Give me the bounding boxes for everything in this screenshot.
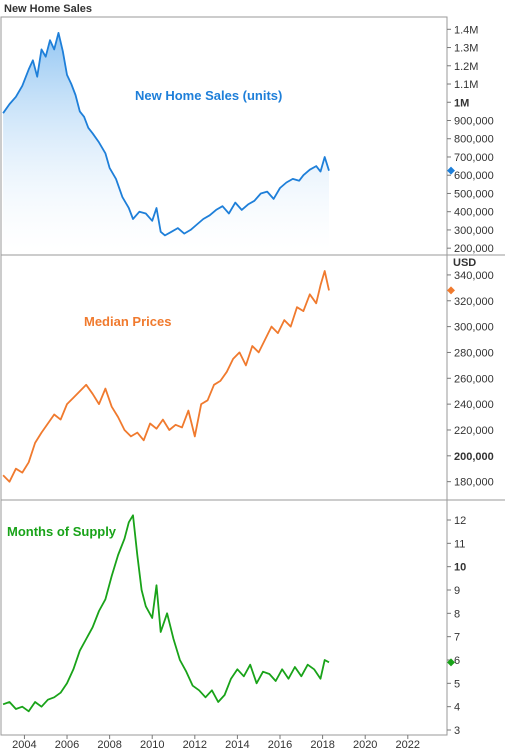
x-tick-label: 2022 (396, 739, 420, 751)
y-tick-label: 7 (454, 632, 460, 644)
y-tick-label: 240,000 (454, 399, 494, 411)
x-tick-label: 2020 (353, 739, 377, 751)
x-axis: 2004 2006 2008 2010 2012 2014 2016 2018 2020 2022 (12, 735, 420, 751)
y-tick-label: 180,000 (454, 477, 494, 489)
y-tick-label: 320,000 (454, 296, 494, 308)
x-tick-label: 2004 (12, 739, 36, 751)
y-tick-label: 800,000 (454, 134, 494, 146)
y-tick-label: 1.2M (454, 61, 478, 73)
panel-3: 12 11 10 9 8 7 6 5 4 3 Months of Supply (2, 514, 466, 737)
y-tick-label: 300,000 (454, 225, 494, 237)
y-tick-label: 9 (454, 585, 460, 597)
x-tick-label: 2010 (140, 739, 164, 751)
y-tick-label: 220,000 (454, 425, 494, 437)
y-tick-label: 6 (454, 655, 460, 667)
plot-frame (0, 16, 448, 736)
y-tick-label: 500,000 (454, 188, 494, 200)
last-value-marker (447, 286, 455, 295)
series-line (2, 514, 330, 713)
series-annotation: Months of Supply (7, 524, 117, 539)
y-tick-label: 11 (454, 538, 465, 550)
y-tick-label: 1M (454, 97, 469, 109)
x-tick-label: 2006 (55, 739, 79, 751)
panel-2: 340,000 320,000 300,000 280,000 260,000 240,0… (2, 257, 494, 489)
x-tick-label: 2018 (310, 739, 334, 751)
y-tick-label: 300,000 (454, 322, 494, 334)
y-tick-label: 340,000 (454, 270, 494, 282)
y-tick-label: 5 (454, 678, 460, 690)
y-tick-label: 400,000 (454, 207, 494, 219)
y-tick-label: 8 (454, 608, 460, 620)
y-tick-label: 1.1M (454, 79, 478, 91)
x-tick-label: 2016 (268, 739, 292, 751)
y-tick-label: 280,000 (454, 347, 494, 359)
x-tick-label: 2014 (225, 739, 249, 751)
x-tick-label: 2008 (97, 739, 121, 751)
y-tick-label: 12 (454, 515, 466, 527)
last-value-marker (447, 166, 455, 175)
chart-panels: 1.4M 1.3M 1.2M 1.1M 1M 900,000 800,000 700,000 6… (2, 24, 494, 737)
x-tick-label: 2012 (183, 739, 207, 751)
y-tick-label: 10 (454, 562, 466, 574)
last-value-marker (447, 658, 455, 667)
series-line (2, 32, 330, 237)
y-tick-label: 1.3M (454, 43, 478, 55)
y-tick-label: 900,000 (454, 115, 494, 127)
series-annotation: Median Prices (84, 314, 171, 329)
panel-frames (0, 16, 505, 736)
unit-label: USD (453, 257, 476, 269)
series-area (3, 32, 329, 251)
y-tick-label: 1.4M (454, 24, 478, 36)
y-tick-label: 4 (454, 702, 460, 714)
series-annotation: New Home Sales (units) (135, 88, 282, 103)
y-tick-label: 200,000 (454, 451, 494, 463)
y-tick-label: 260,000 (454, 373, 494, 385)
y-tick-label: 3 (454, 725, 460, 737)
chart-title: New Home Sales (4, 3, 92, 15)
y-tick-label: 200,000 (454, 243, 494, 255)
y-tick-label: 700,000 (454, 152, 494, 164)
series-line (2, 270, 330, 483)
panel-1: 1.4M 1.3M 1.2M 1.1M 1M 900,000 800,000 700,000 6… (2, 24, 494, 255)
y-tick-label: 600,000 (454, 170, 494, 182)
